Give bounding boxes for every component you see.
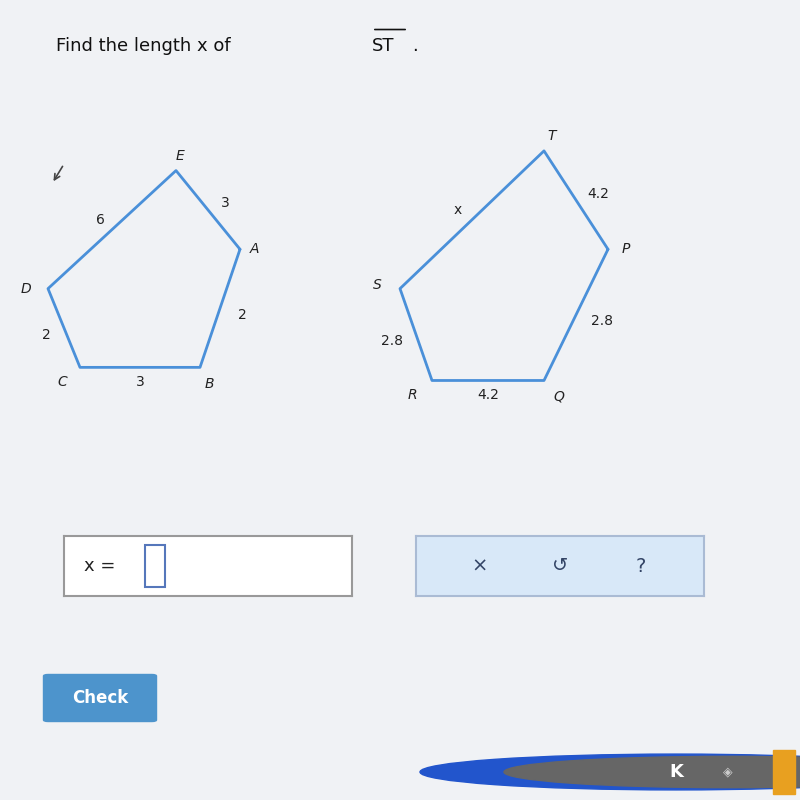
- Text: B: B: [205, 377, 214, 390]
- Text: T: T: [548, 130, 556, 143]
- Text: 2: 2: [42, 327, 50, 342]
- Text: E: E: [176, 149, 184, 163]
- Circle shape: [420, 754, 800, 790]
- Text: 3: 3: [136, 374, 144, 389]
- Text: ?: ?: [635, 557, 646, 575]
- Text: Check: Check: [72, 689, 128, 707]
- Text: R: R: [407, 388, 417, 402]
- Text: P: P: [622, 242, 630, 256]
- Text: D: D: [20, 282, 31, 296]
- FancyBboxPatch shape: [43, 674, 157, 722]
- Text: .: .: [412, 37, 418, 55]
- Text: 2.8: 2.8: [590, 314, 613, 329]
- Circle shape: [504, 756, 800, 788]
- Text: ◈: ◈: [723, 766, 733, 778]
- Text: K: K: [669, 763, 683, 781]
- Text: x: x: [454, 203, 462, 217]
- Bar: [773, 750, 795, 794]
- Text: 4.2: 4.2: [587, 186, 610, 201]
- Text: 3: 3: [222, 196, 230, 210]
- Text: Find the length x of: Find the length x of: [56, 37, 236, 55]
- Text: x =: x =: [84, 557, 122, 575]
- Text: 4.2: 4.2: [477, 388, 499, 402]
- FancyBboxPatch shape: [145, 545, 165, 587]
- Text: ↺: ↺: [552, 557, 568, 575]
- Text: C: C: [58, 374, 67, 389]
- Text: A: A: [250, 242, 259, 256]
- Text: 2.8: 2.8: [381, 334, 403, 348]
- Text: 2: 2: [238, 308, 246, 322]
- Text: ST: ST: [372, 37, 394, 55]
- Text: S: S: [374, 278, 382, 292]
- Text: Q: Q: [553, 390, 564, 404]
- Text: ×: ×: [471, 557, 487, 575]
- Text: 6: 6: [95, 213, 105, 226]
